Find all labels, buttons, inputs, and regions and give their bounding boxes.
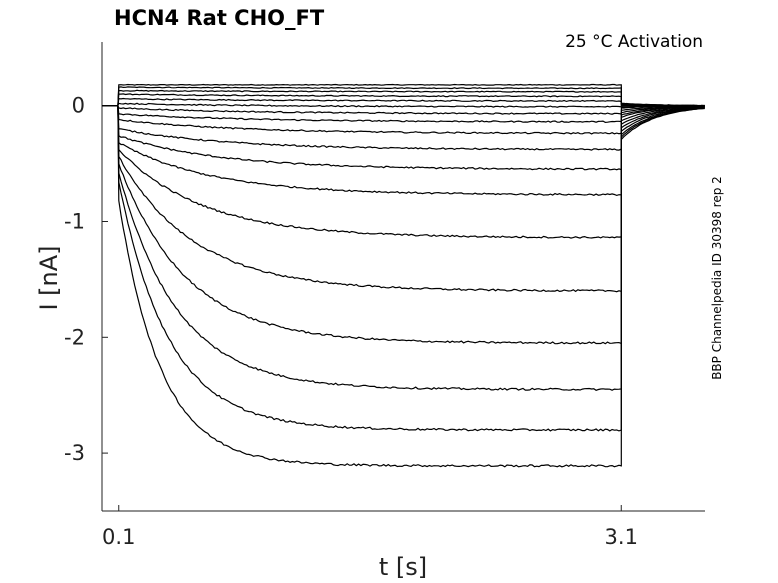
y-tick-label: -1: [64, 209, 85, 233]
current-trace-5: [102, 97, 705, 107]
current-trace-13: [102, 105, 705, 239]
current-trace-6: [102, 102, 705, 108]
current-trace-8: [102, 105, 705, 124]
x-tick-label: 0.1: [102, 525, 135, 549]
current-trace-14: [102, 105, 705, 293]
side-label: BBP Channelpedia ID 30398 rep 2: [710, 176, 724, 380]
current-trace-4: [102, 93, 705, 107]
current-trace-7: [102, 105, 705, 115]
current-trace-2: [102, 86, 705, 107]
traces: [102, 83, 705, 468]
chart-annotation: 25 °C Activation: [565, 32, 703, 52]
y-tick-label: -3: [64, 441, 85, 465]
current-trace-15: [102, 105, 705, 345]
chart-title: HCN4 Rat CHO_FT: [114, 6, 325, 30]
x-axis-label: t [s]: [379, 553, 427, 581]
tick-labels: 0 -1 -2 -3 0.1 3.1: [64, 94, 638, 549]
y-tick-label: 0: [72, 94, 85, 118]
current-trace-17: [102, 105, 705, 432]
current-trace-18: [102, 105, 705, 468]
y-tick-label: -2: [64, 325, 85, 349]
current-trace-3: [102, 89, 705, 107]
current-trace-10: [102, 105, 705, 151]
current-trace-11: [102, 105, 705, 171]
axes: [101, 42, 705, 512]
current-trace-12: [102, 105, 705, 197]
current-trace-16: [102, 105, 705, 391]
current-trace-1: [102, 83, 705, 107]
current-trace-9: [102, 105, 705, 135]
x-tick-label: 3.1: [605, 525, 638, 549]
y-axis-label: I [nA]: [35, 245, 63, 310]
